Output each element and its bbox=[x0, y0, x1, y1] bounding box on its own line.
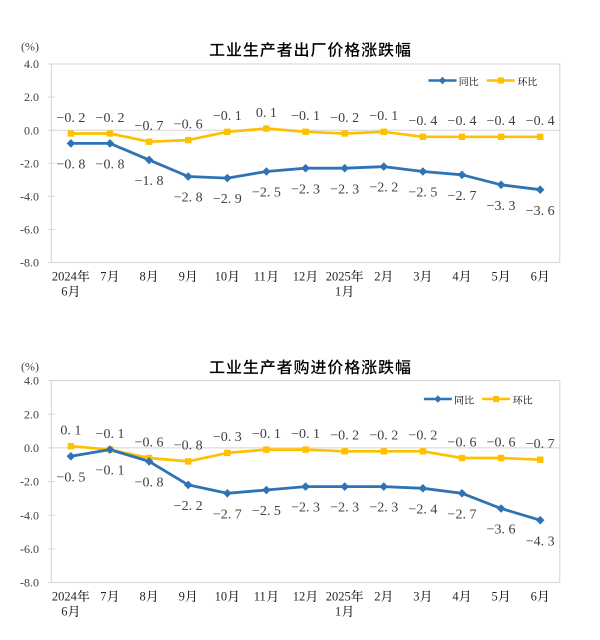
svg-text:−2. 5: −2. 5 bbox=[252, 504, 281, 519]
svg-text:6: 6 bbox=[61, 605, 67, 619]
svg-text:4: 4 bbox=[452, 270, 459, 284]
svg-text:0. 1: 0. 1 bbox=[60, 424, 81, 439]
svg-text:−0. 4: −0. 4 bbox=[526, 114, 555, 129]
svg-text:6: 6 bbox=[61, 285, 67, 299]
svg-text:−0. 4: −0. 4 bbox=[408, 114, 437, 129]
svg-text:−0. 4: −0. 4 bbox=[487, 114, 516, 129]
svg-text:-4.0: -4.0 bbox=[20, 508, 39, 522]
svg-text:−0. 6: −0. 6 bbox=[135, 435, 164, 450]
svg-text:3: 3 bbox=[413, 590, 419, 604]
svg-text:−2. 8: −2. 8 bbox=[174, 191, 203, 206]
svg-text:3: 3 bbox=[413, 270, 419, 284]
svg-text:2: 2 bbox=[374, 270, 380, 284]
svg-text:−0. 7: −0. 7 bbox=[526, 437, 555, 452]
svg-text:2025: 2025 bbox=[326, 270, 351, 284]
svg-text:−0. 1: −0. 1 bbox=[369, 109, 398, 124]
svg-text:2: 2 bbox=[374, 590, 380, 604]
svg-text:−2. 7: −2. 7 bbox=[213, 507, 242, 522]
svg-text:−1. 8: −1. 8 bbox=[135, 174, 164, 189]
svg-text:−0. 8: −0. 8 bbox=[174, 439, 203, 454]
svg-text:−0. 6: −0. 6 bbox=[487, 435, 516, 450]
svg-text:−4. 3: −4. 3 bbox=[526, 534, 555, 549]
svg-text:−2. 2: −2. 2 bbox=[369, 181, 398, 196]
svg-text:−0. 1: −0. 1 bbox=[291, 427, 320, 442]
svg-text:0. 1: 0. 1 bbox=[256, 106, 277, 121]
svg-text:−0. 2: −0. 2 bbox=[56, 111, 85, 126]
svg-text:−2. 9: −2. 9 bbox=[213, 192, 242, 207]
svg-text:−0. 2: −0. 2 bbox=[330, 111, 359, 126]
svg-text:−2. 3: −2. 3 bbox=[291, 501, 320, 516]
svg-text:7: 7 bbox=[100, 590, 106, 604]
svg-text:−0. 2: −0. 2 bbox=[96, 111, 125, 126]
svg-text:-6.0: -6.0 bbox=[20, 542, 39, 556]
svg-text:4: 4 bbox=[452, 590, 459, 604]
svg-text:5: 5 bbox=[492, 270, 498, 284]
svg-text:4.0: 4.0 bbox=[24, 57, 39, 71]
svg-text:−0. 5: −0. 5 bbox=[56, 470, 85, 485]
svg-text:7: 7 bbox=[100, 270, 106, 284]
svg-text:-2.0: -2.0 bbox=[20, 156, 39, 170]
svg-text:10: 10 bbox=[215, 590, 228, 604]
svg-text:−0. 8: −0. 8 bbox=[135, 476, 164, 491]
svg-text:2024: 2024 bbox=[52, 270, 78, 284]
svg-text:−2. 3: −2. 3 bbox=[369, 501, 398, 516]
svg-text:−2. 3: −2. 3 bbox=[291, 182, 320, 197]
svg-text:−0. 8: −0. 8 bbox=[56, 158, 85, 173]
svg-text:-8.0: -8.0 bbox=[20, 256, 39, 270]
svg-text:6: 6 bbox=[531, 270, 537, 284]
svg-text:−2. 7: −2. 7 bbox=[448, 189, 477, 204]
svg-text:1: 1 bbox=[335, 285, 341, 299]
svg-text:−0. 1: −0. 1 bbox=[96, 427, 125, 442]
svg-text:8: 8 bbox=[140, 270, 146, 284]
svg-text:−2. 3: −2. 3 bbox=[330, 182, 359, 197]
svg-text:2024: 2024 bbox=[52, 590, 78, 604]
svg-text:(%): (%) bbox=[21, 40, 39, 54]
svg-text:−0. 6: −0. 6 bbox=[174, 117, 203, 132]
svg-text:−3. 3: −3. 3 bbox=[487, 199, 516, 214]
svg-text:-2.0: -2.0 bbox=[20, 475, 39, 489]
svg-text:−0. 6: −0. 6 bbox=[448, 435, 477, 450]
svg-text:6: 6 bbox=[531, 590, 537, 604]
svg-text:−0. 2: −0. 2 bbox=[408, 429, 437, 444]
svg-text:-8.0: -8.0 bbox=[20, 576, 39, 590]
svg-text:-6.0: -6.0 bbox=[20, 223, 39, 237]
svg-text:−0. 2: −0. 2 bbox=[330, 429, 359, 444]
svg-text:5: 5 bbox=[492, 590, 498, 604]
svg-text:11: 11 bbox=[254, 590, 266, 604]
svg-text:−0. 1: −0. 1 bbox=[96, 464, 125, 479]
svg-text:−3. 6: −3. 6 bbox=[487, 523, 516, 538]
svg-text:0.0: 0.0 bbox=[24, 123, 39, 137]
svg-text:2.0: 2.0 bbox=[24, 90, 39, 104]
svg-text:−2. 5: −2. 5 bbox=[252, 186, 281, 201]
svg-text:9: 9 bbox=[179, 270, 185, 284]
svg-text:4.0: 4.0 bbox=[24, 374, 39, 388]
svg-text:−0. 3: −0. 3 bbox=[213, 430, 242, 445]
svg-text:1: 1 bbox=[335, 605, 341, 619]
svg-text:−2. 5: −2. 5 bbox=[408, 186, 437, 201]
svg-text:−3. 6: −3. 6 bbox=[526, 204, 555, 219]
svg-text:−0. 1: −0. 1 bbox=[291, 109, 320, 124]
svg-text:−0. 2: −0. 2 bbox=[369, 429, 398, 444]
svg-text:2.0: 2.0 bbox=[24, 407, 39, 421]
svg-text:−0. 4: −0. 4 bbox=[448, 114, 477, 129]
svg-text:−0. 8: −0. 8 bbox=[96, 158, 125, 173]
svg-text:12: 12 bbox=[293, 590, 306, 604]
svg-text:−2. 2: −2. 2 bbox=[174, 499, 203, 514]
svg-text:2025: 2025 bbox=[326, 590, 351, 604]
svg-text:-4.0: -4.0 bbox=[20, 189, 39, 203]
svg-text:11: 11 bbox=[254, 270, 266, 284]
svg-text:−2. 4: −2. 4 bbox=[408, 502, 437, 517]
svg-text:(%): (%) bbox=[21, 359, 39, 373]
svg-text:9: 9 bbox=[179, 590, 185, 604]
svg-text:0.0: 0.0 bbox=[24, 441, 39, 455]
svg-text:−0. 1: −0. 1 bbox=[213, 109, 242, 124]
svg-text:−0. 1: −0. 1 bbox=[252, 427, 281, 442]
svg-text:−2. 3: −2. 3 bbox=[330, 501, 359, 516]
svg-text:−2. 7: −2. 7 bbox=[448, 507, 477, 522]
svg-text:12: 12 bbox=[293, 270, 306, 284]
svg-text:−0. 7: −0. 7 bbox=[135, 119, 164, 134]
svg-text:8: 8 bbox=[140, 590, 146, 604]
svg-text:10: 10 bbox=[215, 270, 228, 284]
